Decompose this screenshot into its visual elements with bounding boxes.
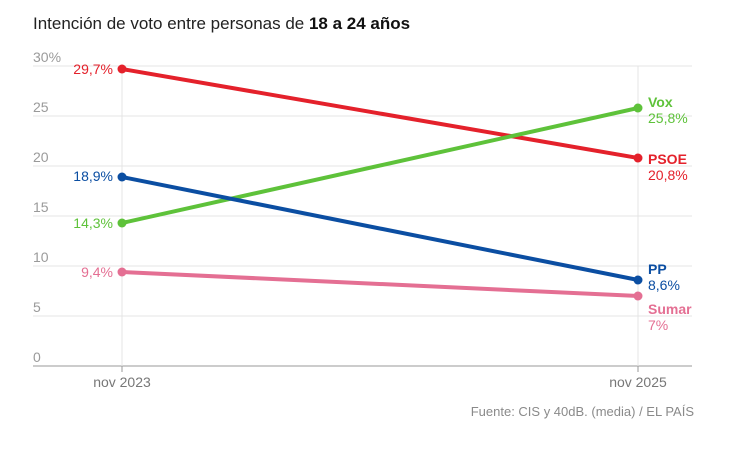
data-label-sumar-start: 9,4% [81,264,113,280]
data-label-vox-end: 25,8% [648,110,688,126]
point-sumar-end [633,291,643,301]
y-tick-label: 15 [33,199,49,215]
series-name-pp: PP [648,261,667,277]
source-note: Fuente: CIS y 40dB. (media) / EL PAÍS [470,404,694,419]
point-pp-start [117,172,127,182]
grid-layer [33,65,692,367]
y-tick-label: 0 [33,349,41,365]
data-label-sumar-end: 7% [648,317,668,333]
y-tick-label: 10 [33,249,49,265]
series-line-pp [120,175,640,282]
point-psoe-end [633,153,643,163]
point-sumar-start [117,267,127,277]
y-tick-label: 30% [33,49,61,65]
data-label-psoe-end: 20,8% [648,167,688,183]
data-label-pp-end: 8,6% [648,277,680,293]
point-vox-end [633,103,643,113]
y-tick-label: 20 [33,149,49,165]
data-label-psoe-start: 29,7% [73,61,113,77]
chart-title-bold: 18 a 24 años [308,14,411,33]
data-label-pp-start: 18,9% [73,168,113,184]
point-pp-end [633,275,643,285]
chart-title: Intención de voto entre personas de 18 a… [33,14,410,34]
series-line-vox [120,106,640,225]
chart-title-plain: Intención de voto entre personas de [33,14,309,33]
point-vox-start [117,218,127,228]
x-tick-label: nov 2025 [609,374,667,390]
series-layer [117,64,643,301]
y-axis-ticks: 0 5 10 15 20 25 30% [33,49,61,365]
data-label-vox-start: 14,3% [73,215,113,231]
series-name-psoe: PSOE [648,151,687,167]
point-psoe-start [117,64,127,74]
x-axis-ticks: nov 2023 nov 2025 [93,366,667,390]
series-name-sumar: Sumar [648,301,692,317]
series-line-psoe [120,67,640,160]
series-name-vox: Vox [648,94,673,110]
y-tick-label: 5 [33,299,41,315]
series-line-sumar [120,270,640,298]
y-tick-label: 25 [33,99,49,115]
x-tick-label: nov 2023 [93,374,151,390]
